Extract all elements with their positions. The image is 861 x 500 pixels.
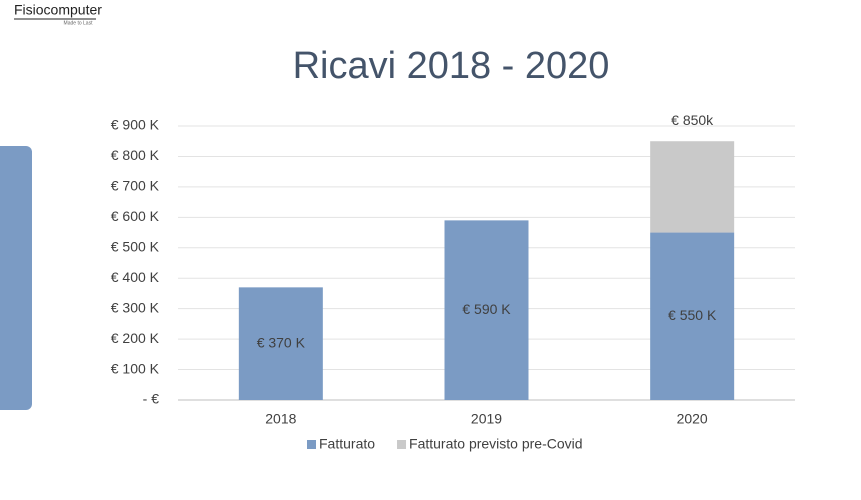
- side-panel: [0, 146, 32, 410]
- y-tick-label: € 800 K: [111, 147, 160, 163]
- y-tick-label: € 900 K: [111, 117, 160, 133]
- legend-label: Fatturato: [319, 436, 375, 452]
- y-tick-label: € 200 K: [111, 330, 160, 346]
- x-tick-label: 2018: [265, 411, 296, 427]
- y-tick-label: € 100 K: [111, 360, 160, 376]
- data-label: € 550 K: [668, 307, 717, 323]
- bar: [650, 232, 735, 400]
- y-tick-label: € 500 K: [111, 238, 160, 254]
- logo-name: Fisiocomputer: [14, 2, 102, 18]
- y-tick-label: € 300 K: [111, 299, 160, 315]
- y-tick-label: - €: [143, 391, 160, 407]
- y-tick-label: € 700 K: [111, 178, 160, 194]
- chart-title: Ricavi 2018 - 2020: [293, 45, 610, 87]
- bar: [238, 287, 323, 400]
- data-label: € 590 K: [462, 301, 511, 317]
- legend-label: Fatturato previsto pre-Covid: [409, 436, 583, 452]
- y-tick-label: € 400 K: [111, 269, 160, 285]
- annotation: € 850k: [671, 112, 714, 128]
- x-tick-label: 2019: [471, 411, 502, 427]
- bar: [650, 141, 735, 233]
- x-tick-label: 2020: [677, 411, 708, 427]
- data-label: € 370 K: [257, 334, 306, 350]
- y-tick-label: € 600 K: [111, 208, 160, 224]
- legend-swatch: [397, 440, 407, 449]
- bar: [444, 220, 529, 400]
- logo-tagline: Made to Last: [64, 20, 94, 26]
- legend-swatch: [307, 440, 316, 449]
